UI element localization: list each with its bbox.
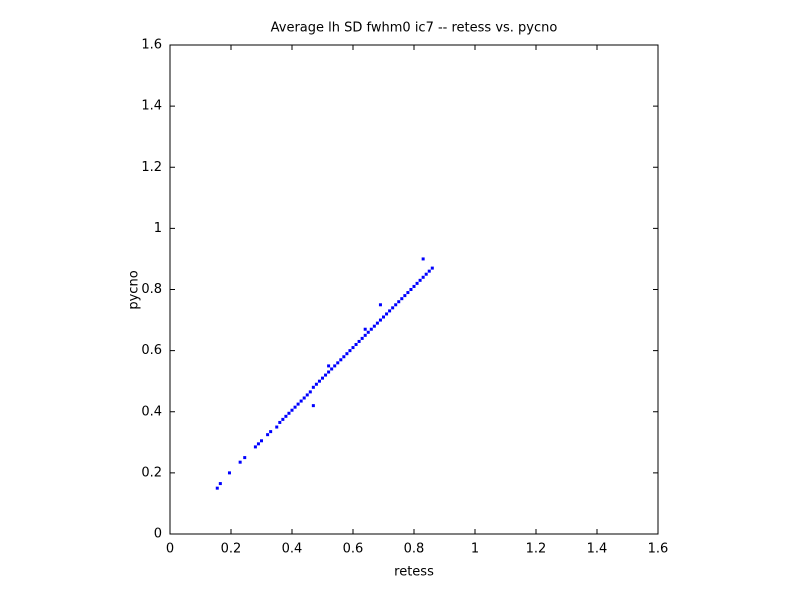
point (299, 399, 303, 403)
y-tick-label: 0.4 (141, 404, 162, 419)
point (406, 291, 410, 295)
y-tick-label: 1.2 (141, 160, 162, 175)
point (427, 269, 431, 273)
point (314, 382, 318, 386)
point (378, 318, 382, 322)
point (296, 402, 300, 406)
point (418, 278, 422, 282)
point (409, 288, 413, 291)
point (243, 456, 247, 460)
point (385, 312, 389, 316)
point (339, 358, 343, 362)
y-tick-label: 0 (154, 527, 162, 542)
point (281, 417, 285, 421)
point (360, 336, 364, 340)
y-tick-label: 1 (154, 221, 162, 236)
point (430, 266, 434, 270)
point (348, 349, 352, 353)
x-tick-label: 0.8 (404, 542, 425, 557)
y-axis-label: pycno (127, 270, 142, 309)
point (327, 364, 331, 368)
point (369, 327, 373, 331)
point (400, 297, 404, 301)
point (260, 439, 263, 443)
point (424, 272, 428, 276)
point (391, 306, 395, 310)
point (327, 370, 331, 374)
point (421, 257, 425, 261)
point (324, 373, 328, 377)
point (317, 379, 321, 383)
point (308, 390, 312, 394)
point (412, 284, 416, 288)
point (215, 486, 219, 490)
point (275, 425, 279, 429)
x-tick-label: 1.2 (526, 542, 547, 557)
point (311, 404, 315, 408)
point (415, 281, 419, 285)
y-tick-label: 1.4 (141, 99, 162, 114)
point (333, 364, 337, 368)
point (421, 275, 425, 279)
point (397, 300, 401, 304)
x-tick-label: 0 (166, 542, 174, 557)
point (378, 303, 382, 307)
x-tick-label: 0.4 (282, 542, 303, 557)
y-tick-label: 0.6 (141, 343, 162, 358)
point (305, 393, 309, 397)
point (336, 361, 340, 365)
point (266, 433, 270, 437)
x-tick-label: 1.4 (587, 542, 608, 557)
point (302, 396, 306, 400)
x-axis-label: retess (394, 565, 434, 580)
y-tick-label: 0.2 (141, 465, 162, 480)
point (253, 445, 257, 449)
point (227, 471, 231, 475)
point (278, 420, 282, 424)
point (403, 294, 407, 298)
y-tick-label: 1.6 (141, 38, 162, 53)
point (382, 315, 385, 319)
point (351, 346, 355, 350)
x-tick-label: 0.6 (343, 542, 364, 557)
point (311, 385, 315, 389)
point (284, 414, 288, 418)
point (321, 376, 324, 380)
x-tick-label: 1.6 (648, 542, 669, 557)
point (354, 343, 358, 347)
point (290, 408, 294, 412)
plot-frame (169, 44, 659, 535)
point (357, 339, 361, 343)
point (375, 321, 379, 325)
point (342, 355, 346, 359)
point (330, 367, 334, 371)
y-tick-label: 0.8 (141, 282, 162, 297)
point (293, 405, 297, 409)
point (394, 303, 398, 307)
chart-title: Average lh SD fwhm0 ic7 -- retess vs. py… (271, 21, 558, 36)
point (256, 442, 260, 446)
point (287, 411, 291, 415)
point (372, 324, 376, 328)
x-tick-label: 0.2 (221, 542, 242, 557)
point (218, 482, 222, 486)
point (388, 309, 392, 313)
point (363, 333, 367, 337)
point (238, 460, 242, 464)
x-tick-label: 1 (471, 542, 479, 557)
point (363, 327, 367, 331)
point (269, 430, 273, 434)
point (366, 330, 370, 334)
point (345, 352, 349, 356)
